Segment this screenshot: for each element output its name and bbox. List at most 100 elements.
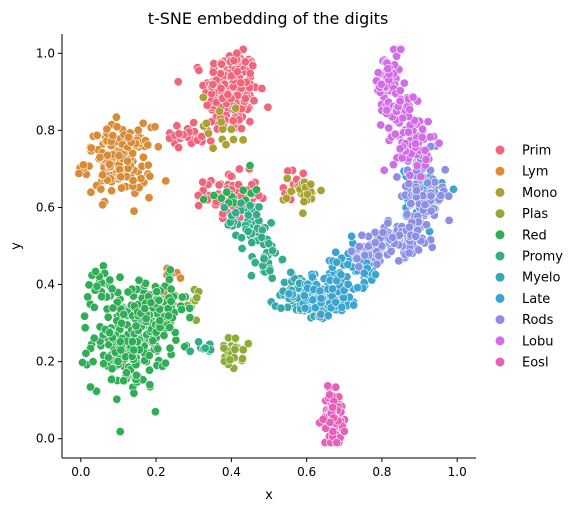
data-point-red <box>84 280 94 290</box>
data-point-promy <box>231 208 241 218</box>
data-point-mono <box>282 173 292 183</box>
data-point-eosl <box>331 382 341 392</box>
data-point-lobu <box>388 160 398 170</box>
data-point-plas <box>230 344 240 354</box>
data-point-prim <box>245 117 255 127</box>
legend-marker-mono <box>494 187 506 198</box>
data-point-rods <box>423 178 433 188</box>
data-point-lobu <box>395 96 405 106</box>
data-point-red <box>81 348 91 358</box>
data-point-red <box>107 374 117 384</box>
data-point-promy <box>250 258 260 268</box>
data-point-late <box>349 300 359 310</box>
data-point-red <box>185 313 195 323</box>
data-point-lobu <box>392 51 402 61</box>
data-point-red <box>92 386 102 396</box>
data-point-red <box>165 343 175 353</box>
data-point-plas <box>230 333 240 343</box>
data-point-promy <box>252 210 262 220</box>
data-point-red <box>98 261 108 271</box>
data-point-lym <box>116 172 126 182</box>
data-point-lobu <box>421 155 431 165</box>
data-point-mono <box>282 193 292 203</box>
data-point-red <box>199 195 209 205</box>
data-point-prim <box>232 67 242 77</box>
data-point-red <box>115 427 125 437</box>
data-point-lobu <box>405 170 415 180</box>
data-point-rods <box>414 245 424 255</box>
data-point-red <box>103 353 113 363</box>
data-point-lobu <box>382 105 392 115</box>
data-point-eosl <box>339 426 349 436</box>
data-point-mono <box>201 118 211 128</box>
data-point-late <box>347 231 357 241</box>
x-tick-label: 0.0 <box>71 465 90 479</box>
data-point-red <box>140 304 150 314</box>
data-point-rods <box>357 230 367 240</box>
data-point-mono <box>204 128 214 138</box>
data-point-mono <box>198 92 208 102</box>
data-point-late <box>316 309 326 319</box>
data-point-red <box>222 187 232 197</box>
data-point-late <box>343 259 353 269</box>
legend-label-rods: Rods <box>522 313 554 328</box>
data-point-prim <box>194 201 204 211</box>
data-point-rods <box>421 220 431 230</box>
data-point-late <box>338 293 348 303</box>
legend-marker-late <box>494 293 506 304</box>
data-point-rods <box>406 199 416 209</box>
data-point-lym <box>153 142 163 152</box>
data-point-red <box>116 345 126 355</box>
data-point-prim <box>174 143 184 153</box>
legend-marker-myelo <box>494 272 506 283</box>
x-axis-ticks: 0.0 0.2 0.4 0.6 0.8 1.0 <box>71 458 467 479</box>
data-point-late <box>370 270 380 280</box>
data-point-mono <box>216 117 226 127</box>
data-point-lym <box>107 186 117 196</box>
data-point-prim <box>248 61 258 71</box>
data-point-lobu <box>376 79 386 89</box>
data-point-rods <box>392 172 402 182</box>
data-point-rods <box>426 206 436 216</box>
data-point-red <box>152 287 162 297</box>
data-point-late <box>332 276 342 286</box>
data-point-prim <box>237 124 247 134</box>
scatter-points <box>74 44 458 448</box>
data-point-lym <box>74 169 84 179</box>
data-point-red <box>153 344 163 354</box>
data-point-lobu <box>384 123 394 133</box>
legend-marker-lym <box>494 166 506 177</box>
data-point-red <box>245 161 255 171</box>
data-point-late <box>331 297 341 307</box>
data-point-lym <box>95 152 105 162</box>
data-point-mono <box>208 143 218 153</box>
data-point-late <box>359 268 369 278</box>
data-point-promy <box>259 254 269 264</box>
data-point-rods <box>354 242 364 252</box>
data-point-red <box>171 335 181 345</box>
x-tick-label: 0.8 <box>372 465 391 479</box>
data-point-promy <box>237 233 247 243</box>
data-point-red <box>99 359 109 369</box>
data-point-red <box>107 364 117 374</box>
data-point-red <box>80 323 90 333</box>
data-point-red <box>113 356 123 366</box>
legend-marker-eosl <box>494 356 506 368</box>
data-point-late <box>299 291 309 301</box>
data-point-rods <box>440 165 450 175</box>
data-point-rods <box>404 248 414 258</box>
data-point-rods <box>374 251 384 261</box>
data-point-prim <box>194 65 204 75</box>
data-point-late <box>316 293 326 303</box>
data-point-lym <box>78 160 88 170</box>
legend-marker-lobu <box>494 335 506 346</box>
data-point-promy <box>268 246 278 256</box>
data-point-mono <box>238 135 248 145</box>
data-point-promy <box>236 198 246 208</box>
data-point-lym <box>103 150 113 160</box>
data-point-red <box>145 365 155 375</box>
data-point-promy <box>243 226 253 236</box>
data-point-rods <box>426 191 436 201</box>
data-point-mono <box>231 103 241 113</box>
